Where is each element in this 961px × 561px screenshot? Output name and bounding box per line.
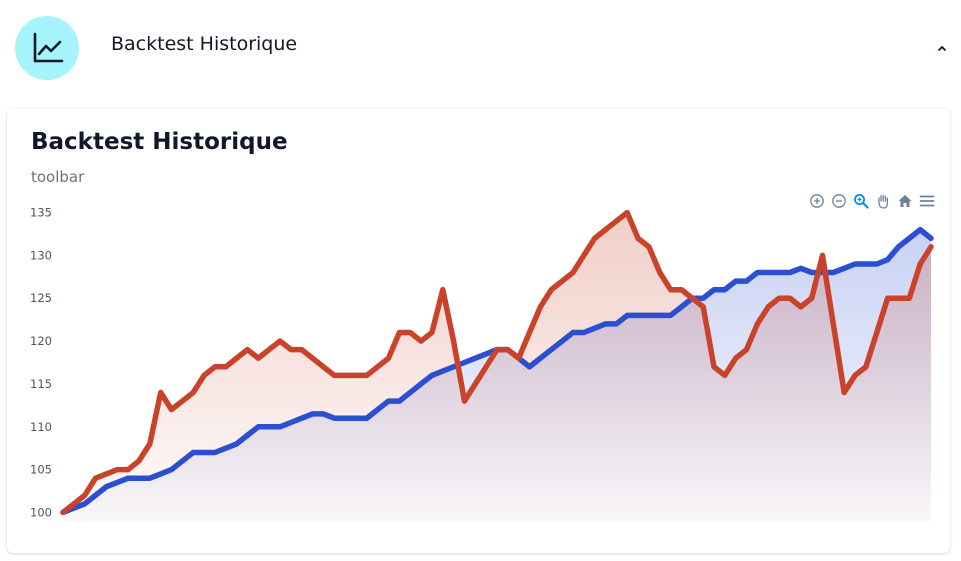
series-area-1 [63,212,931,521]
card-title: Backtest Historique [31,129,288,155]
y-tick-label: 135 [30,206,52,220]
y-tick-label: 115 [30,377,52,391]
zoom-out-button[interactable] [829,191,848,210]
collapse-button[interactable] [930,36,954,60]
header-title: Backtest Historique [111,33,298,55]
card-subtitle: toolbar [31,168,85,186]
zoom-in-button[interactable] [807,191,826,210]
chevron-up-icon [938,46,946,51]
zoom-out-icon [831,193,846,208]
reset-home-icon [898,194,911,207]
y-tick-label: 130 [30,248,52,262]
chart-canvas[interactable]: 100 105 110 115 120 125 130 135 [7,109,950,553]
chart-card: 100 105 110 115 120 125 130 135 Backtest Histor… [7,109,950,553]
header-avatar [15,16,79,80]
y-tick-label: 100 [30,505,52,519]
y-tick-label: 110 [30,420,52,434]
pan-button[interactable] [873,191,892,210]
y-tick-label: 120 [30,334,52,348]
y-tick-label: 105 [30,463,52,477]
chart-toolbar [807,191,936,210]
series-line-1 [60,209,934,516]
zoom-in-icon [809,193,824,208]
menu-icon [919,195,934,206]
reset-zoom-button[interactable] [895,191,914,210]
menu-button[interactable] [917,191,936,210]
selection-zoom-icon [853,193,869,209]
accordion-header[interactable]: Backtest Historique [0,0,961,95]
pan-hand-icon [877,194,888,209]
y-tick-label: 125 [30,291,52,305]
selection-zoom-button[interactable] [851,191,870,210]
line-chart-icon [33,32,64,63]
